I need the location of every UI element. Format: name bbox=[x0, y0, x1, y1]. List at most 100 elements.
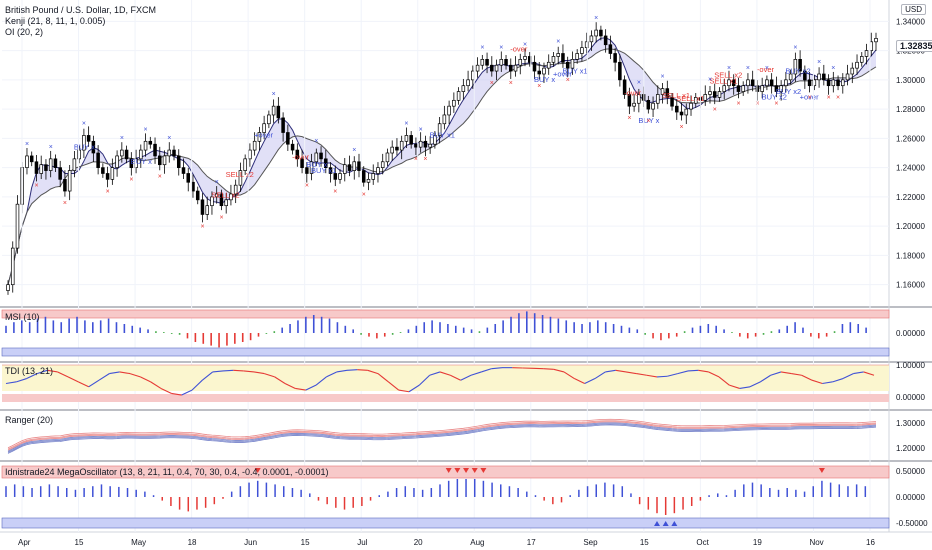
tdi-line-segment bbox=[439, 371, 451, 376]
candle-body bbox=[613, 53, 617, 63]
tdi-line-segment bbox=[770, 371, 782, 376]
candle-body bbox=[186, 173, 191, 183]
time-axis-tick-label: Apr bbox=[18, 538, 31, 547]
candle-body bbox=[475, 64, 480, 72]
candle-body bbox=[96, 152, 100, 168]
candle-body bbox=[769, 79, 774, 87]
tdi-line-segment bbox=[811, 379, 823, 385]
signal-label: BUY x bbox=[131, 157, 152, 166]
trough-marker: × bbox=[713, 106, 717, 113]
tdi-line-segment bbox=[274, 376, 286, 384]
signal-label: SELL x1 bbox=[709, 77, 737, 86]
tdi-line-segment bbox=[594, 371, 606, 380]
tdi-line-segment bbox=[140, 376, 151, 383]
price-axis-tick-label: 1.22000 bbox=[896, 193, 925, 202]
candle-body bbox=[409, 135, 413, 145]
currency-badge[interactable]: USD bbox=[901, 4, 926, 15]
candle-body bbox=[399, 140, 404, 151]
candle-body bbox=[63, 178, 67, 192]
tdi-line-segment bbox=[460, 374, 472, 381]
peak-marker: × bbox=[314, 138, 318, 145]
trough-marker: × bbox=[755, 101, 759, 108]
tdi-line-segment bbox=[191, 379, 203, 391]
candle-body bbox=[561, 53, 565, 63]
signal-label: SELL x2 bbox=[211, 191, 239, 200]
candle-body bbox=[257, 132, 262, 142]
candle-body bbox=[267, 114, 271, 125]
signal-label: SELL x2 bbox=[226, 170, 254, 179]
tdi-line-segment bbox=[801, 374, 813, 381]
ranger-pane-label[interactable]: Ranger (20) bbox=[5, 415, 54, 425]
candle-body bbox=[15, 203, 20, 249]
candle-body bbox=[551, 56, 556, 63]
candle-body bbox=[319, 152, 323, 160]
candle-body bbox=[490, 64, 494, 72]
candle-body bbox=[646, 99, 651, 110]
candle-body bbox=[328, 167, 333, 174]
last-price-tag: 1.32835 bbox=[896, 40, 932, 52]
tdi-line-segment bbox=[201, 371, 214, 381]
tdi-pane-label[interactable]: TDI (13, 21) bbox=[5, 366, 54, 376]
tdi-line-segment bbox=[687, 369, 699, 372]
candle-body bbox=[874, 38, 878, 43]
candle-body bbox=[82, 135, 86, 151]
legend-indicator-oi[interactable]: OI (20, 2) bbox=[5, 27, 44, 37]
time-axis-tick-label: 18 bbox=[188, 538, 197, 547]
candle-body bbox=[418, 140, 423, 148]
tdi-line-segment bbox=[842, 373, 854, 380]
signal-label: BUY x2 bbox=[785, 66, 810, 75]
signal-label: +over bbox=[553, 69, 572, 78]
candle-body bbox=[708, 91, 712, 95]
signal-label: BUY x2 bbox=[762, 93, 787, 102]
msi-pane-label[interactable]: MSI (10) bbox=[5, 312, 40, 322]
candle-body bbox=[575, 53, 579, 60]
candle-body bbox=[48, 158, 53, 171]
time-axis-tick-label: 19 bbox=[753, 538, 762, 547]
mega-sell-triangle bbox=[454, 468, 461, 473]
tdi-line-segment bbox=[357, 369, 368, 371]
price-axis-tick-label: 1.30000 bbox=[896, 76, 925, 85]
candle-body bbox=[423, 140, 428, 148]
candle-body bbox=[139, 149, 143, 160]
mega-axis-tick-label: 0.00000 bbox=[896, 493, 925, 502]
peak-marker: × bbox=[25, 141, 29, 148]
peak-marker: × bbox=[419, 126, 423, 133]
tdi-line-segment bbox=[470, 371, 482, 376]
candle-body bbox=[6, 284, 10, 291]
tdi-line-segment bbox=[481, 368, 492, 373]
tdi-line-segment bbox=[212, 370, 224, 373]
legend-symbol[interactable]: British Pound / U.S. Dollar, 1D, FXCM bbox=[5, 5, 157, 15]
candle-body bbox=[452, 99, 456, 107]
candle-body bbox=[167, 149, 172, 157]
candle-body bbox=[162, 155, 167, 166]
candle-body bbox=[143, 140, 148, 151]
candle-body bbox=[219, 193, 224, 207]
trough-marker: × bbox=[774, 101, 778, 108]
trough-marker: × bbox=[827, 95, 831, 102]
candle-body bbox=[58, 167, 62, 180]
candle-body bbox=[233, 184, 238, 195]
candle-body bbox=[385, 152, 390, 163]
signal-label: BUY x1 bbox=[430, 131, 455, 140]
ranger-band-line bbox=[7, 422, 877, 452]
tdi-line-segment bbox=[160, 387, 172, 394]
candle-body bbox=[276, 105, 281, 119]
tdi-line-segment bbox=[171, 392, 182, 396]
mega-oscillator-pane-label[interactable]: Idnistrade24 MegaOscillator (13, 8, 21, … bbox=[5, 467, 329, 477]
candle-body bbox=[281, 117, 285, 133]
legend-indicator-kenji[interactable]: Kenji (21, 8, 11, 1, 0.005) bbox=[5, 16, 106, 26]
ranger-band-line bbox=[7, 421, 877, 451]
tdi-line-segment bbox=[832, 378, 844, 383]
tdi-line-segment bbox=[739, 386, 751, 389]
candle-body bbox=[25, 155, 29, 168]
mega-sell-triangle bbox=[445, 468, 452, 473]
candle-body bbox=[546, 61, 551, 69]
candle-body bbox=[120, 149, 124, 157]
tdi-line-segment bbox=[429, 371, 441, 376]
peak-marker: × bbox=[499, 44, 503, 51]
tdi-line-segment bbox=[367, 369, 379, 375]
tdi-line-segment bbox=[584, 378, 596, 384]
candle-body bbox=[404, 135, 409, 142]
candle-body bbox=[214, 193, 219, 198]
